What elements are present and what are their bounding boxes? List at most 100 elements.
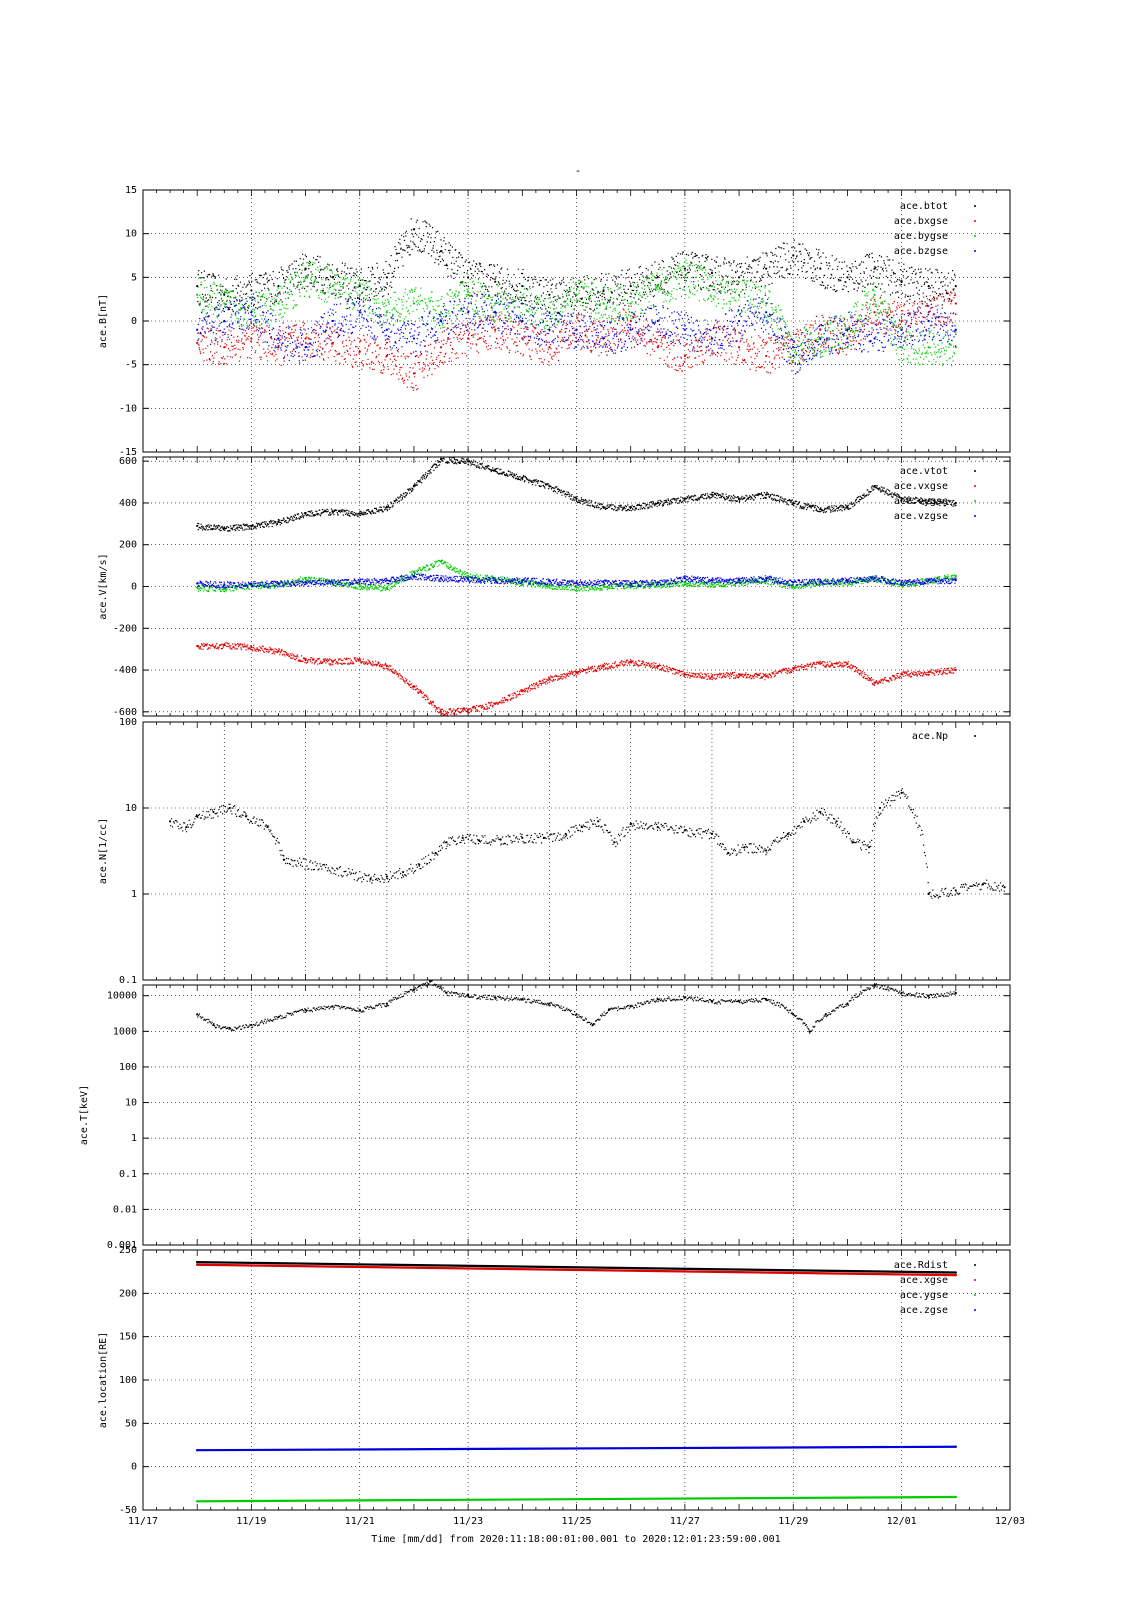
data-point (195, 1500, 199, 1503)
series-ace.zgse (195, 1445, 958, 1452)
data-point (385, 1002, 388, 1005)
x-tick-label: 11/21 (345, 1516, 375, 1527)
data-point (250, 289, 253, 292)
y-tick-label: -10 (119, 403, 137, 414)
data-point (737, 293, 741, 296)
data-point (927, 284, 930, 288)
data-point (494, 302, 497, 305)
series-line (197, 1495, 956, 1503)
data-point (196, 293, 199, 296)
data-point (494, 328, 497, 331)
x-tick-label: 11/29 (778, 1516, 808, 1527)
data-point (873, 311, 876, 314)
y-tick-label: -400 (113, 665, 137, 676)
scatter-cloud (170, 788, 1005, 899)
data-point (846, 276, 849, 279)
y-tick-label: 0.1 (119, 1169, 137, 1180)
data-point (521, 284, 524, 288)
data-point (656, 319, 659, 323)
data-point (385, 354, 388, 358)
series-ace.Rdist (195, 1260, 958, 1274)
data-point (548, 1002, 551, 1005)
series-ace.vxgse (196, 642, 957, 716)
legend-marker (974, 250, 976, 252)
y-tick-label: 10 (125, 1098, 137, 1109)
data-point (385, 875, 388, 878)
data-point (358, 580, 361, 583)
data-point (954, 1445, 958, 1448)
scatter-cloud (197, 289, 957, 391)
series-ace.ygse (195, 1495, 958, 1503)
data-point (564, 832, 567, 835)
data-point (927, 671, 930, 674)
series-data (196, 980, 957, 1034)
x-axis: 11/17 11/19 11/21 11/23 11/25 11/27 11/29 12/01… (128, 1516, 1025, 1527)
legend-marker (974, 1294, 976, 1296)
data-point (467, 276, 470, 279)
data-point (445, 841, 448, 844)
scatter-cloud (197, 259, 957, 367)
x-tick-label: 12/03 (995, 1516, 1025, 1527)
data-point (467, 994, 470, 997)
series-ace.vtot (196, 457, 957, 532)
x-tick-label: 11/27 (670, 1516, 700, 1527)
data-point (873, 267, 876, 270)
y-axis-label: ace.N[1/cc] (98, 818, 109, 884)
data-point (629, 284, 632, 288)
y-tick-label: 10000 (107, 991, 137, 1002)
data-point (212, 810, 215, 814)
data-point (792, 354, 795, 358)
y-tick-label: 0 (131, 316, 137, 327)
legend-entry: ace.vxgse (894, 481, 948, 492)
data-point (358, 293, 361, 296)
y-tick-label: 0.1 (119, 975, 137, 986)
data-point (683, 267, 686, 270)
y-tick-label: 100 (119, 1375, 137, 1386)
legend-entry: ace.vzgse (894, 511, 948, 522)
data-point (402, 870, 405, 874)
data-point (223, 583, 226, 586)
data-point (710, 271, 714, 275)
x-tick-label: 11/19 (236, 1516, 266, 1527)
data-point (786, 832, 789, 835)
data-point (629, 319, 632, 323)
data-point (228, 806, 231, 810)
legend-marker (974, 1309, 976, 1311)
data-point (835, 820, 838, 823)
data-point (575, 328, 578, 331)
y-tick-label: -5 (125, 360, 137, 371)
data-point (954, 346, 957, 349)
data-point (954, 1495, 958, 1499)
legend-marker (974, 1279, 976, 1281)
data-point (710, 284, 714, 288)
data-point (656, 346, 659, 349)
legend-entry: ace.vygse (894, 496, 948, 507)
panels-group: 151050-5-10-15ace.B[nT]ace.btotace.bxgse… (79, 185, 1011, 1516)
y-tick-label: -600 (113, 707, 137, 718)
legend-marker (974, 515, 976, 517)
data-point (656, 825, 659, 829)
data-point (277, 302, 280, 305)
y-tick-label: 0.01 (113, 1204, 137, 1215)
y-tick-label: 200 (119, 540, 137, 551)
data-point (195, 1260, 199, 1264)
series-ace.xgse (195, 1263, 958, 1277)
legend-marker (974, 470, 976, 472)
data-point (710, 337, 714, 340)
data-point (954, 574, 957, 578)
legend-marker (974, 735, 976, 737)
y-tick-label: -200 (113, 623, 137, 634)
data-point (304, 276, 307, 279)
y-tick-label: 1 (131, 1133, 137, 1144)
data-point (250, 645, 253, 649)
data-point (868, 846, 871, 849)
legend-entry: ace.zgse (900, 1305, 948, 1316)
panel-3: 100 10 1 0.1 ace.N[1/cc] ace.Np (98, 717, 1011, 986)
series-ace.vygse (196, 559, 957, 593)
data-point (412, 372, 416, 375)
data-point (737, 276, 741, 279)
y-tick-label: 5 (131, 272, 137, 283)
x-tick-label: 11/23 (453, 1516, 483, 1527)
